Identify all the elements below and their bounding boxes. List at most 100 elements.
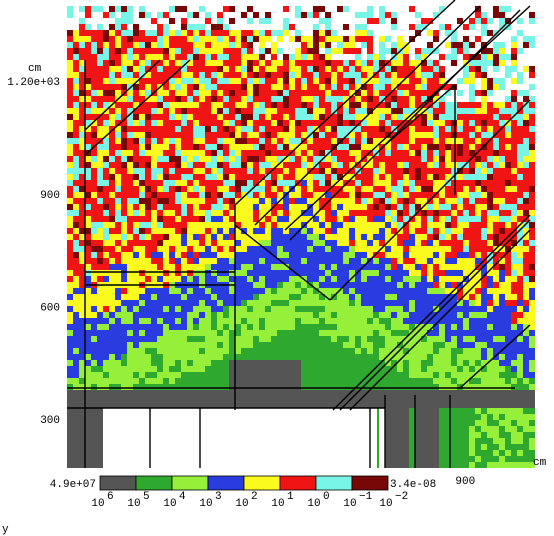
heatmap-cell (493, 384, 499, 390)
heatmap-cell (517, 132, 523, 138)
heatmap-cell (433, 120, 439, 126)
heatmap-cell (229, 30, 235, 36)
heatmap-cell (247, 198, 253, 204)
heatmap-cell (451, 294, 457, 300)
heatmap-cell (457, 114, 463, 120)
heatmap-cell (109, 30, 115, 36)
heatmap-cell (379, 84, 385, 90)
heatmap-cell (409, 102, 415, 108)
heatmap-cell (247, 372, 253, 378)
heatmap-cell (211, 372, 217, 378)
heatmap-cell (133, 162, 139, 168)
heatmap-cell (319, 18, 325, 24)
heatmap-cell (523, 66, 529, 72)
heatmap-cell (181, 222, 187, 228)
heatmap-cell (469, 96, 475, 102)
heatmap-cell (421, 246, 427, 252)
heatmap-cell (79, 132, 85, 138)
heatmap-cell (259, 276, 265, 282)
heatmap-cell (109, 6, 115, 12)
heatmap-cell (469, 282, 475, 288)
heatmap-cell (115, 216, 121, 222)
heatmap-cell (337, 312, 343, 318)
heatmap-cell (427, 168, 433, 174)
heatmap-cell (211, 132, 217, 138)
heatmap-cell (505, 114, 511, 120)
heatmap-cell (421, 228, 427, 234)
heatmap-cell (301, 42, 307, 48)
heatmap-cell (85, 420, 91, 426)
heatmap-cell (175, 36, 181, 42)
heatmap-cell (343, 312, 349, 318)
heatmap-cell (427, 360, 433, 366)
heatmap-cell (367, 378, 373, 384)
heatmap-cell (499, 102, 505, 108)
heatmap-cell (355, 126, 361, 132)
heatmap-cell (493, 54, 499, 60)
heatmap-cell (211, 306, 217, 312)
heatmap-cell (241, 348, 247, 354)
heatmap-cell (289, 402, 295, 408)
heatmap-cell (265, 228, 271, 234)
heatmap-cell (367, 102, 373, 108)
heatmap-cell (379, 42, 385, 48)
heatmap-cell (517, 102, 523, 108)
heatmap-cell (211, 60, 217, 66)
heatmap-cell (391, 240, 397, 246)
heatmap-cell (307, 228, 313, 234)
heatmap-cell (439, 336, 445, 342)
heatmap-cell (139, 30, 145, 36)
heatmap-cell (403, 354, 409, 360)
heatmap-cell (211, 186, 217, 192)
heatmap-cell (367, 396, 373, 402)
heatmap-cell (301, 132, 307, 138)
heatmap-cell (265, 372, 271, 378)
heatmap-cell (223, 312, 229, 318)
heatmap-cell (193, 24, 199, 30)
heatmap-cell (109, 360, 115, 366)
heatmap-cell (217, 24, 223, 30)
heatmap-cell (469, 222, 475, 228)
heatmap-cell (277, 78, 283, 84)
heatmap-cell (433, 336, 439, 342)
heatmap-cell (325, 318, 331, 324)
heatmap-cell (187, 264, 193, 270)
heatmap-cell (97, 90, 103, 96)
heatmap-cell (313, 84, 319, 90)
heatmap-cell (415, 360, 421, 366)
heatmap-cell (349, 306, 355, 312)
heatmap-cell (211, 30, 217, 36)
heatmap-cell (511, 372, 517, 378)
heatmap-cell (337, 132, 343, 138)
heatmap-cell (499, 288, 505, 294)
heatmap-cell (79, 96, 85, 102)
heatmap-cell (163, 174, 169, 180)
heatmap-cell (247, 144, 253, 150)
heatmap-cell (487, 366, 493, 372)
heatmap-cell (277, 324, 283, 330)
heatmap-cell (109, 264, 115, 270)
heatmap-cell (127, 36, 133, 42)
heatmap-cell (235, 108, 241, 114)
heatmap-cell (157, 372, 163, 378)
heatmap-cell (481, 270, 487, 276)
heatmap-cell (121, 180, 127, 186)
heatmap-cell (511, 282, 517, 288)
heatmap-cell (211, 144, 217, 150)
heatmap-cell (319, 276, 325, 282)
heatmap-cell (217, 354, 223, 360)
heatmap-cell (199, 36, 205, 42)
heatmap-cell (331, 210, 337, 216)
heatmap-cell (265, 234, 271, 240)
heatmap-cell (487, 324, 493, 330)
heatmap-cell (445, 114, 451, 120)
heatmap-cell (337, 84, 343, 90)
heatmap-cell (475, 132, 481, 138)
heatmap-cell (187, 276, 193, 282)
heatmap-cell (331, 342, 337, 348)
heatmap-cell (499, 216, 505, 222)
heatmap-cell (451, 228, 457, 234)
heatmap-cell (313, 384, 319, 390)
heatmap-cell (295, 228, 301, 234)
heatmap-cell (67, 384, 73, 390)
